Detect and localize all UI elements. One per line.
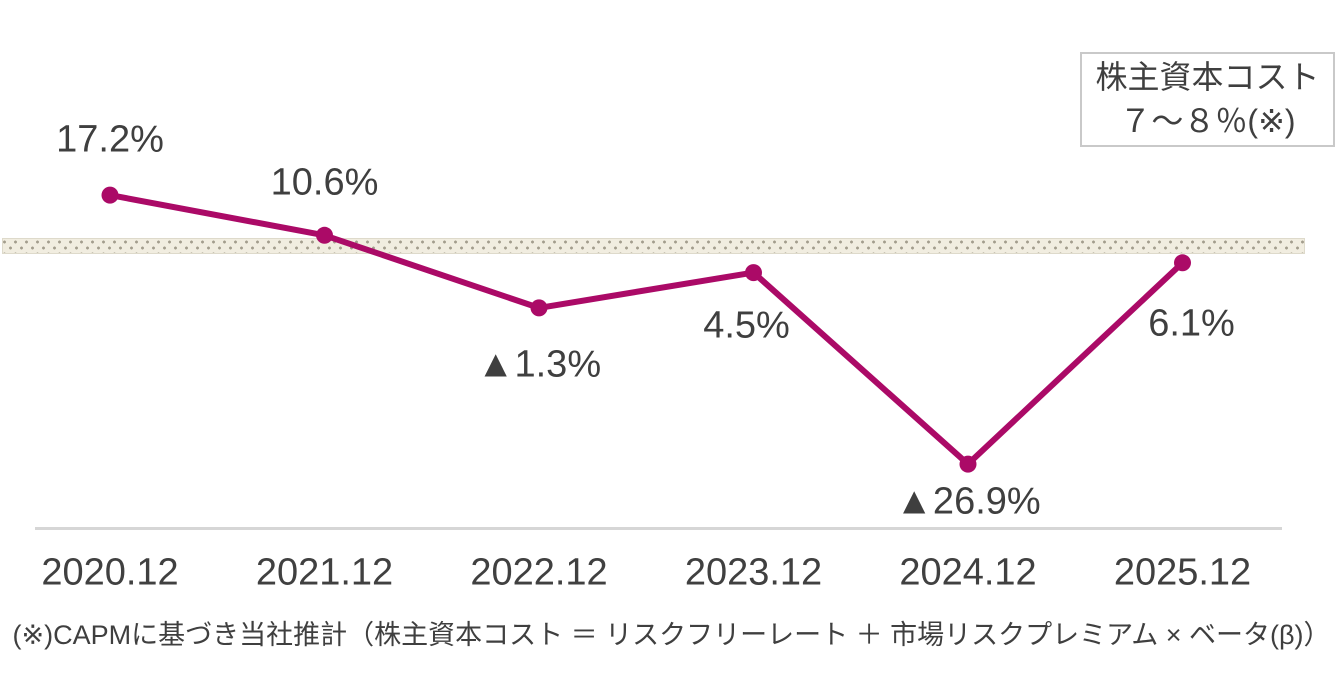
capm-footnote: (※)CAPMに基づき当社推計（株主資本コスト ＝ リスクフリーレート ＋ 市場…	[12, 620, 1331, 650]
annotation-range: ７～８％(※)	[1119, 102, 1296, 139]
data-point-marker	[1174, 254, 1191, 272]
trend-line	[107, 192, 1186, 468]
data-point-marker	[530, 299, 548, 317]
data-point-markers	[101, 186, 1191, 473]
annotation-title: 株主資本コスト	[1095, 59, 1320, 96]
data-point-marker	[316, 226, 333, 244]
data-point-marker	[745, 264, 762, 282]
cost-of-equity-annotation-box: 株主資本コスト ７～８％(※)	[1080, 52, 1335, 147]
x-axis-line	[35, 527, 1282, 530]
data-point-marker	[959, 455, 977, 473]
data-point-marker	[101, 186, 119, 204]
